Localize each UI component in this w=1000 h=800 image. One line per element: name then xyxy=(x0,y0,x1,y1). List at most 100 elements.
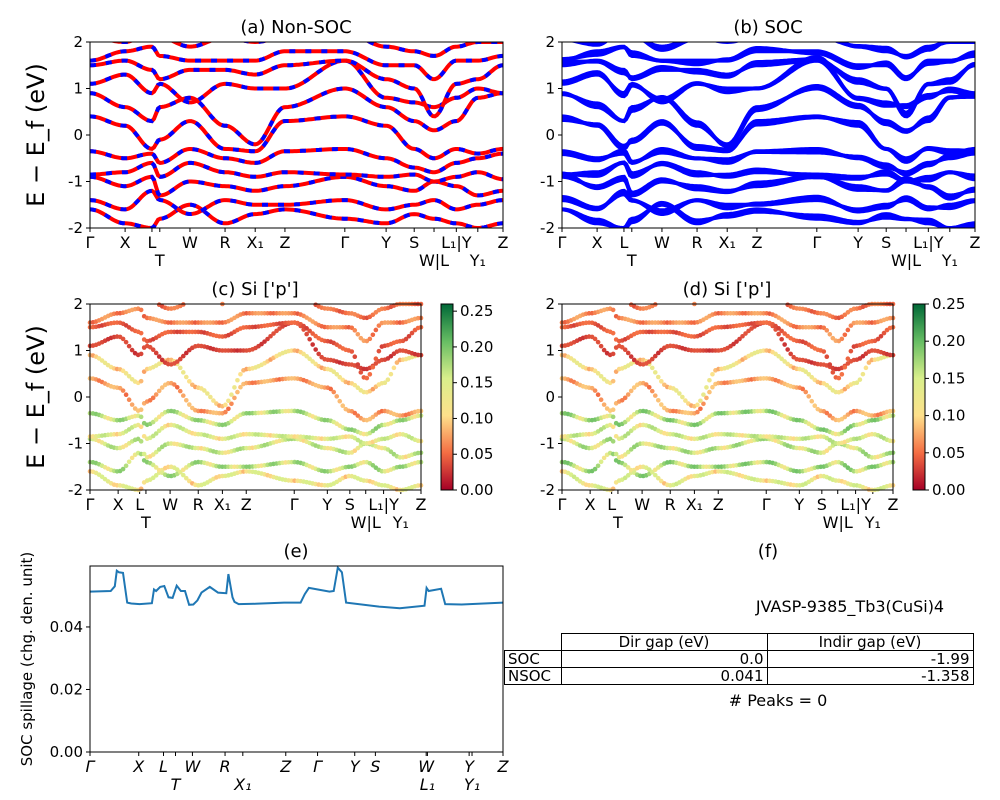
colorbar-tick-label: 0.10 xyxy=(460,409,493,427)
projection-point xyxy=(403,336,409,342)
projection-point xyxy=(141,369,147,374)
x-tick-label: Y₁ xyxy=(469,251,486,270)
band-soc-line xyxy=(562,160,975,183)
x-tick-label: L xyxy=(135,495,144,514)
projection-point xyxy=(223,402,228,408)
projection-point xyxy=(271,331,276,336)
projection-point xyxy=(340,403,346,409)
projection-point xyxy=(821,349,827,354)
projection-point xyxy=(610,330,616,336)
projection-point xyxy=(845,327,851,333)
band-nonsoc-line xyxy=(90,58,503,110)
projection-point xyxy=(839,372,845,377)
projection-point xyxy=(376,348,382,354)
projection-point xyxy=(845,356,851,362)
projection-point xyxy=(153,465,159,470)
projection-point xyxy=(229,392,234,397)
x-tick-label: L₁|Y xyxy=(840,495,871,514)
projection-point xyxy=(310,359,315,364)
y-tick-label: 0 xyxy=(73,126,83,144)
projection-point xyxy=(313,347,318,352)
y-tick-label: -2 xyxy=(68,219,83,237)
projection-point xyxy=(388,353,394,359)
projection-point xyxy=(788,351,793,357)
table-cell: 0.041 xyxy=(560,667,768,685)
projection-point xyxy=(138,407,144,412)
projection-point xyxy=(610,407,616,412)
projection-point xyxy=(704,385,709,390)
projection-point xyxy=(355,413,361,418)
projection-point xyxy=(370,364,376,370)
x-tick-label: S xyxy=(881,233,891,252)
projection-point xyxy=(707,377,712,383)
projection-point xyxy=(878,333,884,339)
projection-point xyxy=(610,439,616,444)
projection-point xyxy=(595,371,601,376)
projection-point xyxy=(177,365,183,371)
projection-point xyxy=(830,370,836,375)
band-nonsoc-dash xyxy=(108,42,503,58)
colorbar-tick-label: 0.00 xyxy=(460,481,493,499)
projection-point xyxy=(643,382,649,387)
projection-point xyxy=(848,323,854,328)
projection-point xyxy=(631,357,637,363)
projection-point xyxy=(674,388,679,393)
projection-point xyxy=(646,359,652,364)
projection-point xyxy=(235,377,240,383)
x-tick-label: Z xyxy=(713,495,724,514)
projection-point xyxy=(388,449,394,455)
projection-point xyxy=(156,414,162,420)
band-nonsoc-dash xyxy=(90,86,503,147)
projection-point xyxy=(625,449,631,455)
projection-point xyxy=(337,374,343,380)
projection-point xyxy=(782,359,787,364)
x-tick-label: W xyxy=(182,233,198,252)
x-tick-label: T xyxy=(140,513,151,532)
projection-point xyxy=(695,402,700,408)
x-tick-label: T xyxy=(612,513,623,532)
projection-point xyxy=(701,392,706,397)
x-tick-label: Γ xyxy=(558,495,567,514)
projection-point xyxy=(655,374,661,380)
panel-a-ylabel: E − E_f (eV) xyxy=(22,63,50,207)
projection-point xyxy=(827,331,833,337)
projection-point xyxy=(265,336,270,342)
x-tick-label: W|L xyxy=(823,513,853,532)
projection-point xyxy=(622,395,628,401)
table-cell: -1.358 xyxy=(766,667,974,685)
panel-d-frame xyxy=(561,303,894,491)
y-tick-label: 0.02 xyxy=(50,680,83,698)
band-soc-line xyxy=(562,200,975,228)
projection-point xyxy=(159,357,165,363)
projection-point xyxy=(649,365,655,371)
projection-point xyxy=(866,360,872,365)
projection-point xyxy=(610,414,616,420)
projection-point xyxy=(183,374,189,380)
projection-point xyxy=(824,328,830,333)
x-tick-label: T xyxy=(154,251,165,270)
projection-point xyxy=(860,353,866,359)
x-tick-label: Y₁ xyxy=(864,513,881,532)
x-tick-label: Γ xyxy=(86,495,95,514)
band-nonsoc-line xyxy=(90,160,503,184)
band-soc-line xyxy=(562,171,975,201)
projection-point xyxy=(229,401,234,407)
y-tick-label: 0.00 xyxy=(50,743,83,761)
projection-point xyxy=(592,336,598,342)
projection-point xyxy=(827,362,833,367)
projection-point xyxy=(141,451,147,457)
x-tick-label: X xyxy=(120,233,131,252)
projection-point xyxy=(307,328,312,334)
y-tick-label: -1 xyxy=(540,173,555,191)
x-tick-label: X xyxy=(592,233,603,252)
projection-point xyxy=(595,392,601,398)
projection-point xyxy=(126,343,132,349)
projection-point xyxy=(376,323,382,328)
x-tick-label: Z xyxy=(279,233,290,252)
projection-point xyxy=(631,385,637,390)
projection-point xyxy=(120,388,126,393)
projection-point xyxy=(683,398,688,403)
projection-point xyxy=(156,388,162,394)
projection-point xyxy=(138,330,144,336)
